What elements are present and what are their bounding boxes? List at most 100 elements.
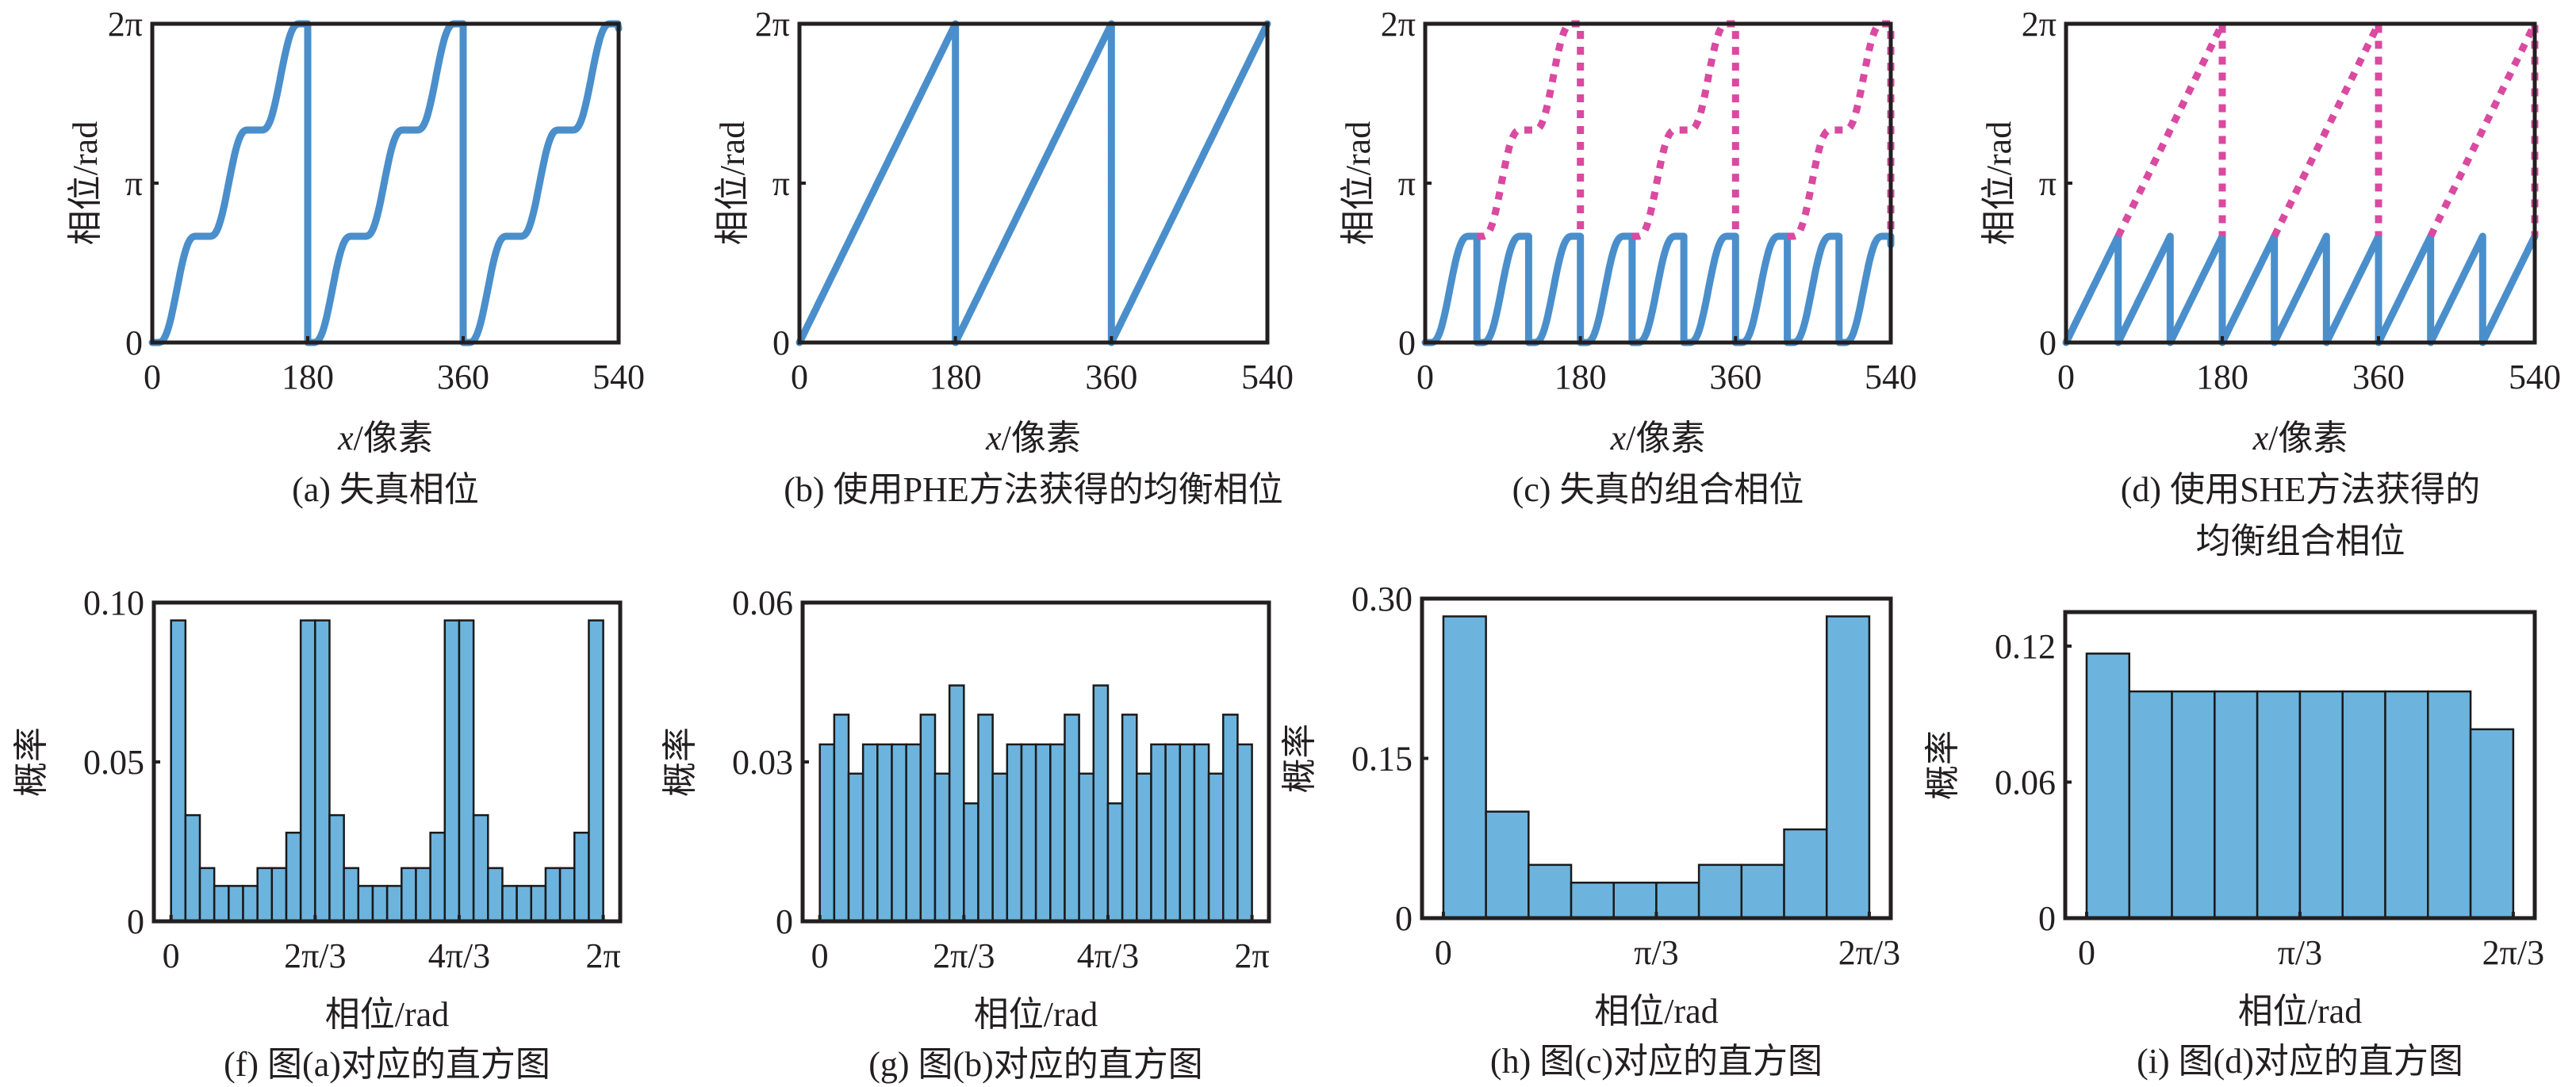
histogram-bar: [2085, 653, 2131, 920]
x-tick-label: 180: [1554, 358, 1607, 396]
x-tick-label: 0: [163, 936, 180, 975]
y-axis-label: 相位/rad: [1980, 121, 2018, 245]
histogram-bar: [588, 619, 604, 923]
histogram-bar: [270, 867, 288, 923]
histogram-bar: [1236, 743, 1253, 923]
histogram-bar: [1207, 772, 1225, 923]
x-axis-label-var: x: [1610, 419, 1627, 457]
histogram-bar: [1034, 743, 1052, 923]
x-tick-label: π/3: [2278, 933, 2322, 972]
y-tick-label: 0.15: [1351, 740, 1413, 779]
x-axis-label-unit: /像素: [1002, 419, 1081, 457]
histogram-bar: [299, 619, 316, 923]
histogram-bar: [1222, 714, 1239, 923]
x-tick-label: 2π: [585, 936, 620, 975]
x-axis-label: 相位/rad: [2238, 992, 2362, 1031]
y-tick-label: 0: [776, 902, 793, 941]
histogram-bar: [861, 743, 879, 923]
histogram-bar: [371, 885, 389, 923]
x-tick-label: 180: [282, 358, 334, 396]
panel-caption: (i) 图(d)对应的直方图: [2137, 1042, 2463, 1081]
histogram-bar: [1049, 743, 1066, 923]
histogram-bar: [285, 831, 302, 923]
y-tick-label: 0: [127, 902, 144, 941]
histogram-bar: [1164, 743, 1182, 923]
histogram-bar: [328, 813, 345, 923]
x-axis-label-unit: /像素: [2268, 419, 2348, 457]
histogram-bar: [933, 772, 951, 923]
histogram-bar: [948, 684, 965, 923]
histogram-bar: [1825, 615, 1871, 920]
series-unwrapped-distorted-phase: [1477, 20, 1895, 240]
histogram-bar: [2427, 690, 2472, 920]
x-tick-label: 360: [2352, 358, 2405, 396]
histogram-bar: [905, 743, 922, 923]
x-axis-label: 相位/rad: [1594, 992, 1718, 1031]
y-tick-label: π: [1398, 164, 1416, 203]
histogram-bar: [876, 743, 893, 923]
histogram-bar: [847, 772, 864, 923]
x-tick-label: 2π: [1234, 936, 1269, 975]
series-wrapped-combined-phase: [1421, 232, 1895, 346]
histogram-bar: [991, 772, 1009, 923]
histogram-bar: [558, 867, 576, 923]
panel-caption: (c) 失真的组合相位: [1512, 470, 1804, 509]
histogram-bar: [213, 885, 230, 923]
x-tick-label: 0: [2057, 358, 2075, 396]
histogram-bar: [1106, 802, 1124, 923]
histogram-bar: [501, 885, 518, 923]
y-tick-label: 2π: [1381, 5, 1416, 44]
y-tick-label: π: [2039, 164, 2057, 203]
histogram-bar: [1740, 863, 1785, 920]
histogram-bar: [544, 867, 562, 923]
panel-caption-line2: 均衡组合相位: [2196, 522, 2405, 561]
y-tick-label: 0: [1398, 323, 1416, 362]
x-tick-label: 0: [2078, 933, 2095, 972]
y-tick-label: π: [125, 164, 143, 203]
histogram-bar: [2298, 690, 2344, 920]
histogram-bar: [472, 813, 489, 923]
x-axis-label-unit: /像素: [354, 419, 433, 457]
y-axis-label: 相位/rad: [713, 121, 752, 245]
panel-d: 0 π 2π 0 180 360 540 相位/rad x/像素 (d) 使用SHE方法获得的均衡…: [1980, 5, 2561, 561]
histogram-bar: [343, 867, 360, 923]
panel-caption: (g) 图(b)对应的直方图: [868, 1045, 1203, 1084]
x-axis-label: 相位/rad: [325, 995, 449, 1034]
series-distorted-phase: [148, 20, 623, 346]
x-tick-label: 2π/3: [933, 936, 995, 975]
histogram-bar: [2171, 690, 2216, 920]
histogram-bar: [357, 885, 374, 923]
y-tick-label: 2π: [755, 5, 790, 44]
histogram-bar: [458, 619, 475, 923]
histogram-bar: [1078, 772, 1095, 923]
y-tick-label: 0.10: [83, 584, 144, 622]
y-axis-label: 概率: [661, 727, 700, 797]
histogram-bar: [1020, 743, 1037, 923]
x-tick-label: 2π/3: [1838, 933, 1900, 972]
histogram-bar: [1064, 714, 1080, 923]
x-tick-label: 4π/3: [428, 936, 490, 975]
histogram-bar: [198, 867, 216, 923]
histogram-bar: [1485, 810, 1530, 920]
x-axis-label: x/像素: [2252, 419, 2348, 457]
histogram-bar: [170, 619, 187, 923]
histogram-bar: [487, 867, 504, 923]
x-tick-label: 0: [791, 358, 808, 396]
x-axis-label-var: x: [337, 419, 354, 457]
histogram-bar: [1150, 743, 1167, 923]
x-axis-label-var: x: [985, 419, 1002, 457]
y-tick-label: 0.06: [1995, 763, 2056, 802]
histogram-bar: [573, 831, 590, 923]
histogram-bar: [2214, 690, 2259, 920]
y-tick-label: 0.06: [732, 584, 793, 622]
histogram-bar: [242, 885, 259, 923]
series-unwrapped-equalized-phase: [2114, 21, 2539, 239]
histogram-bar: [516, 885, 533, 923]
x-tick-label: 540: [1865, 358, 1917, 396]
panel-caption: (a) 失真相位: [292, 470, 479, 509]
y-axis-label: 相位/rad: [1339, 121, 1378, 245]
panel-a: 0 π 2π 0 180 360 540 相位/rad x/像素 (a) 失真相位: [66, 5, 645, 509]
